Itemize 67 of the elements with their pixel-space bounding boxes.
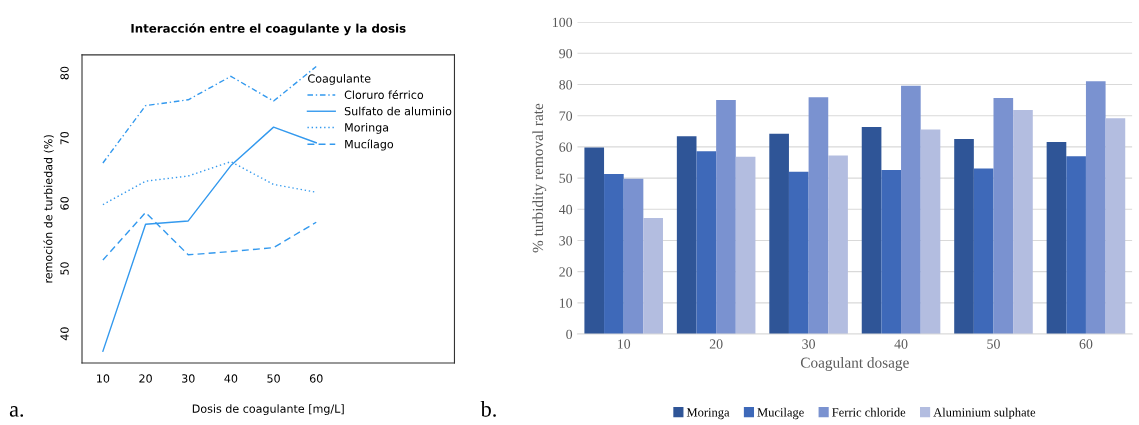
y-tick-label: 70 bbox=[559, 111, 573, 121]
bar bbox=[973, 168, 994, 335]
bar bbox=[604, 174, 624, 335]
y-axis-title: remoción de turbiedad (%) bbox=[43, 135, 54, 283]
y-tick-label: 30 bbox=[559, 236, 573, 246]
bar bbox=[993, 97, 1014, 335]
y-tick-label: 40 bbox=[558, 204, 573, 215]
x-tick-label: 30 bbox=[802, 339, 816, 349]
legend-label: Aluminium sulphate bbox=[933, 407, 1036, 420]
y-tick-label: 70 bbox=[60, 131, 69, 145]
bar bbox=[584, 147, 605, 335]
bar bbox=[716, 100, 736, 335]
x-axis-title: Dosis de coagulante [mg/L] bbox=[192, 404, 344, 416]
x-tick-label: 50 bbox=[267, 374, 280, 383]
bar bbox=[901, 85, 921, 335]
x-tick-label: 40 bbox=[894, 339, 908, 349]
y-tick-label: 100 bbox=[553, 17, 573, 28]
legend-label: Mucilage bbox=[757, 407, 804, 420]
y-tick-label: 0 bbox=[566, 329, 573, 340]
x-tick-label: 60 bbox=[1079, 339, 1093, 349]
bar bbox=[623, 178, 644, 335]
bar bbox=[954, 139, 974, 335]
bar bbox=[1046, 141, 1067, 335]
bar bbox=[676, 136, 697, 335]
x-tick-label: 20 bbox=[139, 374, 152, 383]
legend-title: Coagulante bbox=[308, 74, 371, 85]
y-tick-label: 60 bbox=[559, 142, 573, 152]
bar bbox=[769, 133, 789, 335]
y-tick-label: 20 bbox=[559, 267, 573, 277]
y-tick-label: 60 bbox=[60, 197, 69, 210]
x-tick-label: 60 bbox=[309, 374, 323, 383]
bar bbox=[735, 156, 756, 335]
y-tick-label: 50 bbox=[559, 173, 573, 184]
legend-label: Mucílago bbox=[345, 139, 394, 151]
y-tick-label: 50 bbox=[60, 262, 69, 275]
bar bbox=[696, 151, 717, 335]
bar bbox=[881, 169, 902, 335]
text: a. bbox=[9, 406, 24, 417]
y-axis-title: % turbidity removal rate bbox=[532, 103, 547, 253]
bar bbox=[643, 218, 663, 335]
y-tick-label: 80 bbox=[60, 66, 69, 80]
x-tick-label: 50 bbox=[987, 339, 1000, 349]
bar bbox=[808, 97, 829, 335]
legend-label: Moringa bbox=[686, 408, 730, 420]
y-tick-label: 10 bbox=[559, 298, 573, 308]
x-axis-title: Coagulant dosage bbox=[800, 357, 909, 371]
bar bbox=[1105, 118, 1126, 335]
x-tick-label: 20 bbox=[709, 339, 723, 349]
x-tick-label: 10 bbox=[97, 374, 110, 383]
y-tick-label: 80 bbox=[559, 80, 573, 90]
y-tick-label: 90 bbox=[559, 48, 573, 59]
legend-label: Sulfato de aluminio bbox=[344, 106, 452, 116]
bar bbox=[828, 155, 848, 335]
x-tick-label: 30 bbox=[182, 374, 195, 383]
bar bbox=[1085, 81, 1106, 335]
chart-title: Interacción entre el coagulante y la dosis bbox=[131, 23, 406, 36]
legend-label: Cloruro férrico bbox=[344, 89, 424, 99]
text: b. bbox=[480, 401, 496, 417]
bar bbox=[861, 126, 882, 335]
x-tick-label: 40 bbox=[224, 374, 238, 383]
legend-label: Moringa bbox=[345, 123, 389, 134]
bar bbox=[1066, 156, 1086, 335]
bar bbox=[788, 171, 809, 335]
legend-label: Ferric chloride bbox=[832, 407, 906, 417]
x-tick-label: 10 bbox=[617, 339, 631, 349]
bar bbox=[920, 129, 941, 335]
bar bbox=[1013, 110, 1033, 335]
